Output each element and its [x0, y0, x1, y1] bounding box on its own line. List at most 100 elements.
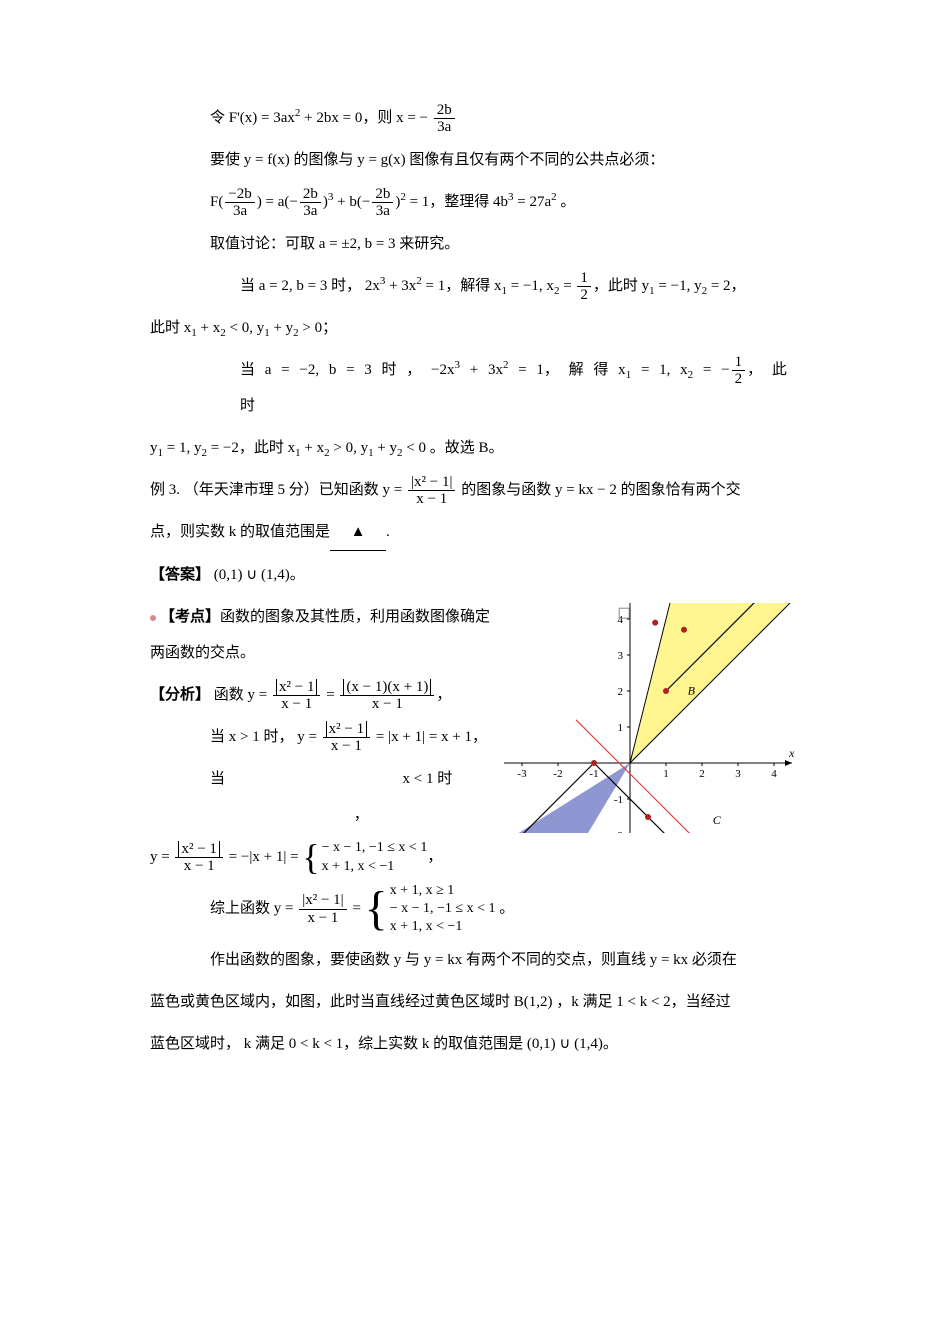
piecewise-2: { x + 1, x ≥ 1 − x − 1, −1 ≤ x < 1 x + 1…	[365, 882, 496, 937]
svg-text:4: 4	[618, 614, 624, 626]
t: 综上函数 y =	[210, 900, 297, 916]
svg-text:4: 4	[771, 768, 777, 780]
t: 当 a = 2, b = 3 时， 2x	[240, 278, 380, 294]
n: −2b	[225, 186, 254, 204]
t: x < 1 时	[403, 771, 453, 787]
c1: − x − 1, −1 ≤ x < 1	[322, 840, 428, 855]
piecewise-1: { − x − 1, −1 ≤ x < 1 x + 1, x < −1	[302, 839, 427, 875]
d: 3a	[225, 203, 254, 220]
svg-text:B: B	[688, 684, 696, 698]
d: 3a	[300, 203, 321, 220]
t: = −	[693, 362, 729, 378]
deriv-line-7: 当 a = −2, b = 3 时 ， −2x3 + 3x2 = 1， 解 得 …	[150, 352, 800, 424]
t: = 1，解得 x	[422, 278, 502, 294]
svg-text:1: 1	[618, 722, 624, 734]
d: x − 1	[299, 910, 346, 927]
n: 2b	[372, 186, 393, 204]
t: 。	[290, 567, 305, 583]
t: y =	[383, 482, 406, 498]
t: + 3x	[385, 278, 416, 294]
t: 令 F'(x) = 3ax	[210, 110, 295, 126]
t: 。	[557, 194, 576, 210]
n: x² − 1	[326, 721, 367, 738]
svg-text:2: 2	[699, 768, 705, 780]
analysis-label: 【分析】	[150, 687, 210, 703]
deriv-line-3: F(−2b3a) = a(−2b3a)3 + b(−2b3a)2 = 1，整理得…	[150, 184, 800, 220]
analysis-line-8: 蓝色区域时， k 满足 0 < k < 1，综上实数 k 的取值范围是 (0,1…	[150, 1026, 800, 1062]
deriv-line-4: 取值讨论：可取 a = ±2, b = 3 来研究。	[150, 226, 800, 262]
t: ，此时 y	[593, 278, 649, 294]
n: x² − 1	[276, 679, 317, 696]
t: 当 x > 1 时， y =	[210, 729, 321, 745]
analysis-line-7: 蓝色或黄色区域内，如图，此时当直线经过黄色区域时 B(1,2) ，k 满足 1 …	[150, 984, 800, 1020]
d: 2	[577, 287, 591, 304]
t: y	[150, 440, 158, 456]
t: 当	[210, 771, 225, 787]
answer-label: 【答案】	[150, 567, 210, 583]
analysis-line-5: 综上函数 y = |x² − 1|x − 1 = { x + 1, x ≥ 1 …	[150, 882, 800, 937]
t: + b(−	[333, 194, 370, 210]
t: 。	[495, 900, 514, 916]
deriv-line-5: 当 a = 2, b = 3 时， 2x3 + 3x2 = 1，解得 x1 = …	[150, 268, 800, 304]
t: 函数 y =	[214, 687, 271, 703]
t: =	[559, 278, 575, 294]
t: y = kx − 2	[555, 482, 617, 498]
t: + x	[197, 320, 220, 336]
t: = −1, x	[507, 278, 554, 294]
n: |x² − 1|	[299, 892, 346, 910]
t: = |x + 1| = x + 1，	[372, 729, 487, 745]
c3: x + 1, x < −1	[390, 919, 463, 934]
t: = −1, y	[655, 278, 702, 294]
d: x − 1	[340, 696, 434, 713]
d: x − 1	[408, 491, 455, 508]
d: x − 1	[323, 738, 370, 755]
t: F(	[210, 194, 223, 210]
t: y =	[150, 849, 173, 865]
d: 3a	[372, 203, 393, 220]
d: 3a	[434, 119, 455, 136]
t: > 0, y	[330, 440, 368, 456]
analysis-line-4: y = x² − 1x − 1 = −|x + 1| = { − x − 1, …	[150, 839, 800, 876]
analysis-line-6: 作出函数的图象，要使函数 y 与 y = kx 有两个不同的交点，则直线 y =…	[150, 942, 800, 978]
c2: − x − 1, −1 ≤ x < 1	[390, 901, 496, 916]
t: + y	[374, 440, 397, 456]
svg-text:x: x	[788, 746, 795, 760]
t: + 3x	[460, 362, 503, 378]
n: (x − 1)(x + 1)	[343, 679, 431, 696]
svg-text:3: 3	[735, 768, 741, 780]
t: 当 a = −2, b = 3 时 ， −2x	[240, 362, 455, 378]
t: = 2，	[707, 278, 745, 294]
t: = −|x + 1| =	[225, 849, 302, 865]
t: < 0 。故选 B。	[403, 440, 504, 456]
t: + x	[301, 440, 324, 456]
t: 的图象恰有两个交	[617, 482, 741, 498]
svg-text:-1: -1	[614, 794, 623, 806]
t: 此时 x	[150, 320, 191, 336]
example3-line2: 点，则实数 k 的取值范围是▲.	[150, 514, 800, 551]
n: |x² − 1|	[408, 474, 455, 492]
kaodian-label: 【考点】	[160, 609, 220, 625]
n: 2b	[300, 186, 321, 204]
t: + y	[270, 320, 293, 336]
t: =	[322, 687, 338, 703]
svg-text:-2: -2	[614, 830, 623, 833]
c2: x + 1, x < −1	[322, 859, 395, 874]
t: = 1，整理得 4b	[406, 194, 508, 210]
svg-text:2: 2	[618, 686, 624, 698]
t: = 1, y	[163, 440, 201, 456]
t: = −2，此时 x	[207, 440, 295, 456]
t: ，	[436, 687, 451, 703]
t: 例 3. （年天津市理 5 分）已知函数	[150, 482, 383, 498]
t: ，	[354, 807, 369, 823]
t: 取值讨论：可取 a = ±2, b = 3 来研究。	[210, 236, 459, 252]
t: 蓝色区域时， k 满足 0 < k < 1，综上实数 k 的取值范围是	[150, 1036, 527, 1052]
deriv-line-1: 令 F'(x) = 3ax2 + 2bx = 0，则 x = − 2b3a	[150, 100, 800, 136]
deriv-line-2: 要使 y = f(x) 的图像与 y = g(x) 图像有且仅有两个不同的公共点…	[150, 142, 800, 178]
n: x² − 1	[178, 841, 219, 858]
svg-text:-2: -2	[553, 768, 562, 780]
svg-text:C: C	[713, 813, 722, 827]
answer-value: (0,1) ∪ (1,4)	[214, 567, 290, 583]
bullet-icon	[150, 615, 156, 621]
t: (0,1) ∪ (1,4)	[527, 1036, 603, 1052]
t: 的图象与函数	[457, 482, 555, 498]
